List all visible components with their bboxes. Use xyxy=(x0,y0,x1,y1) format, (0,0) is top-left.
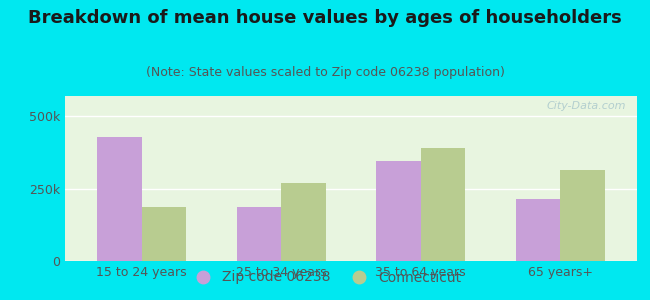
Legend: Zip code 06238, Connecticut: Zip code 06238, Connecticut xyxy=(183,265,467,290)
Bar xyxy=(237,207,281,261)
Text: Breakdown of mean house values by ages of householders: Breakdown of mean house values by ages o… xyxy=(28,9,622,27)
Bar xyxy=(376,161,421,261)
Bar xyxy=(515,199,560,261)
Bar xyxy=(142,207,187,261)
Bar xyxy=(281,183,326,261)
Bar xyxy=(421,148,465,261)
Bar xyxy=(560,170,605,261)
Text: City-Data.com: City-Data.com xyxy=(546,101,625,111)
Text: (Note: State values scaled to Zip code 06238 population): (Note: State values scaled to Zip code 0… xyxy=(146,66,504,79)
Bar xyxy=(97,136,142,261)
